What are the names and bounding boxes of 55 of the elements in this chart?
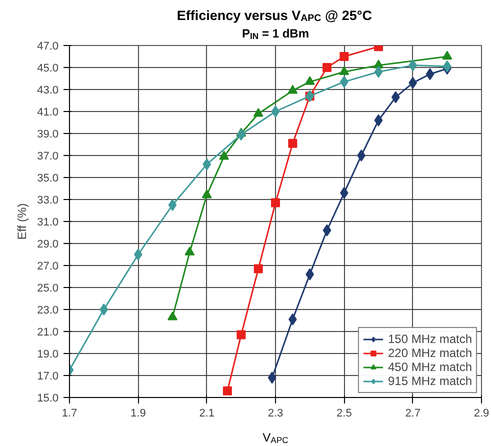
point <box>168 199 177 211</box>
point <box>322 63 332 72</box>
legend-label: 915 MHz match <box>388 374 472 388</box>
point <box>168 312 178 320</box>
point <box>219 150 229 160</box>
x-tick-label: 2.9 <box>474 408 490 420</box>
point <box>134 248 142 260</box>
y-tick-label: 29.0 <box>37 238 59 250</box>
point <box>322 224 332 236</box>
legend-label: 220 MHz match <box>388 346 472 360</box>
y-tick-label: 21.0 <box>37 326 59 338</box>
point <box>100 304 108 316</box>
x-tick-label: 1.7 <box>62 408 78 420</box>
point <box>426 68 434 80</box>
y-tick-label: 41.0 <box>37 106 59 118</box>
point <box>374 114 383 126</box>
x-tick-label: 1.9 <box>130 408 146 420</box>
point <box>202 189 212 198</box>
y-tick-label: 47.0 <box>37 40 59 52</box>
y-tick-label: 15.0 <box>37 392 59 404</box>
point <box>268 372 276 384</box>
x-tick-label: 2.3 <box>268 408 284 420</box>
x-tick-label: 2.1 <box>199 408 214 420</box>
point <box>288 138 298 148</box>
legend-label: 150 MHz match <box>388 332 472 346</box>
y-tick-label: 35.0 <box>37 172 59 184</box>
point <box>236 330 246 340</box>
point <box>374 66 383 78</box>
point <box>304 76 315 85</box>
point <box>254 264 263 274</box>
y-tick-label: 43.0 <box>37 84 59 96</box>
y-axis-title: Eff (%) <box>15 203 30 240</box>
point <box>340 52 349 61</box>
y-tick-label: 23.0 <box>37 304 59 316</box>
y-tick-label: 37.0 <box>37 150 59 162</box>
point <box>271 198 280 208</box>
point <box>222 386 232 396</box>
point <box>288 84 298 94</box>
point <box>357 150 366 162</box>
y-tick-label: 45.0 <box>37 62 59 74</box>
y-tick-label: 33.0 <box>37 194 59 206</box>
y-tick-label: 39.0 <box>37 128 59 140</box>
y-tick-label: 19.0 <box>37 348 59 360</box>
y-tick-label: 25.0 <box>37 282 59 294</box>
legend-label: 450 MHz match <box>388 360 472 374</box>
point <box>253 108 264 117</box>
y-tick-label: 27.0 <box>37 260 59 272</box>
x-tick-label: 2.7 <box>405 408 420 420</box>
point <box>339 66 350 75</box>
x-tick-label: 2.5 <box>336 408 352 420</box>
point <box>184 246 195 256</box>
y-tick-label: 31.0 <box>37 216 59 228</box>
y-tick-label: 17.0 <box>37 370 59 382</box>
point <box>442 50 452 60</box>
point <box>271 106 280 118</box>
